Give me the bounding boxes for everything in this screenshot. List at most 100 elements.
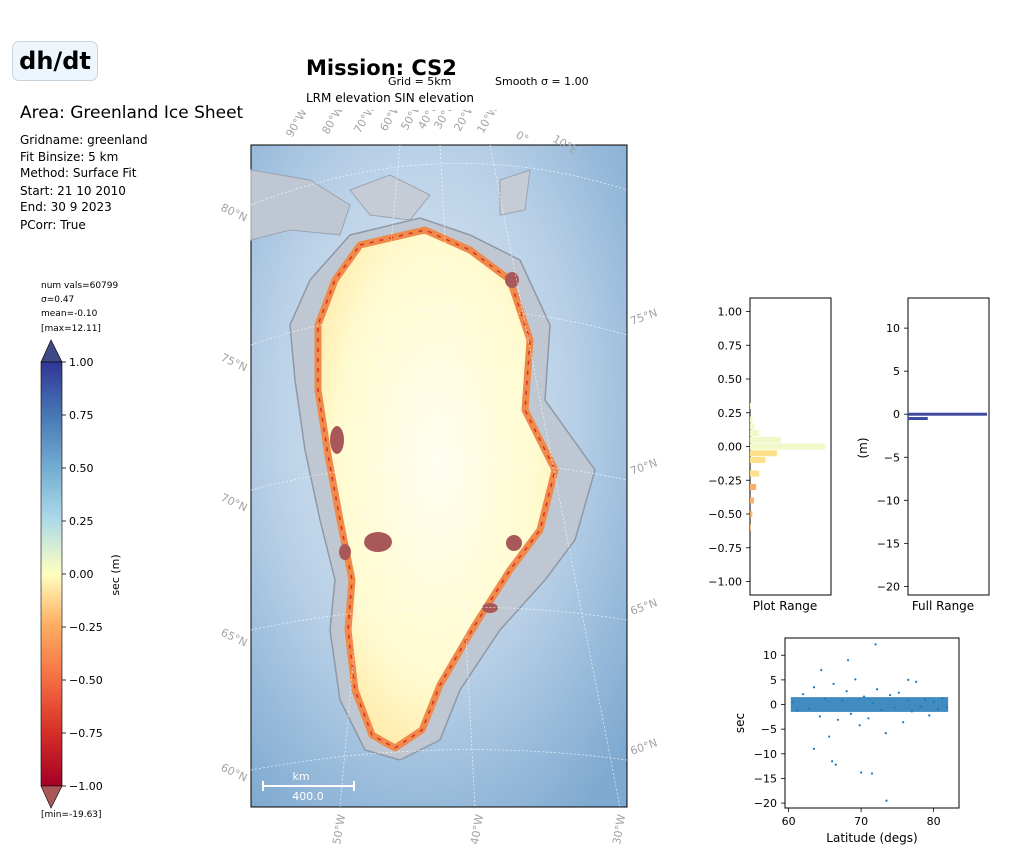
hist-plot-range-bar	[750, 403, 751, 409]
colorbar-tick-label: 0.00	[69, 568, 94, 581]
scatter-point	[836, 718, 840, 721]
hist-full-range-frame	[907, 297, 990, 596]
hist-plot-range-bar	[750, 430, 760, 436]
lon-label-top: 70°W	[351, 110, 378, 136]
scatter-xtick-label: 60	[782, 815, 796, 828]
hist-plot-range-bar	[750, 484, 757, 490]
hist-plot-range-bar	[750, 470, 760, 477]
hist-full-range: 10 5 0 −5 −10 −15 −20 (m) Full Range	[856, 297, 990, 613]
lat-label-left: 60°N	[219, 761, 250, 785]
scatter-plot: 10 5 0 −5 −10 −15 −20 60 70 80 sec Latitude (degs…	[733, 637, 960, 845]
mode-label: LRM elevation SIN elevation	[306, 91, 475, 105]
scatter-point	[796, 709, 799, 712]
scatter-point	[915, 680, 918, 683]
scatter-point	[845, 690, 848, 693]
ice-margin-thinning	[317, 229, 556, 749]
scatter-point	[849, 712, 853, 715]
hist-plot-range: 1.00 0.75 0.50 0.25 0.00 −0.25 −0.50 −0.75 −1.00…	[708, 297, 832, 613]
hist-plot-range-tick-label: −0.25	[708, 474, 742, 487]
scatter-xtick-label: 80	[927, 815, 941, 828]
scatter-point	[870, 772, 874, 775]
hist-plot-range-tick-label: 0.75	[718, 339, 743, 352]
colorbar-tick-label: 0.50	[69, 462, 94, 475]
glacier-loss-southwest	[339, 544, 351, 560]
scatter-xlabel: Latitude (degs)	[826, 831, 917, 845]
scatter-point	[802, 693, 805, 696]
scatter-ytick-label: 5	[770, 674, 777, 687]
scatter-point	[874, 643, 877, 646]
hist-plot-range-bar	[750, 423, 755, 430]
scatter-point	[841, 699, 844, 702]
scatter-point	[884, 732, 887, 735]
smooth-label: Smooth σ = 1.00	[495, 75, 589, 88]
hist-plot-range-bar	[750, 416, 753, 423]
scatter-point	[818, 715, 821, 718]
meta-gridname: Gridname: greenland	[20, 133, 148, 147]
scatter-ytick-label: −5	[761, 723, 777, 736]
scatter-point	[862, 695, 866, 698]
hist-plot-range-bar	[750, 457, 766, 463]
scatter-point	[941, 697, 944, 700]
lat-label-left: 80°N	[219, 201, 250, 225]
scatter-point	[885, 799, 888, 802]
scatter-ytick-label: 10	[763, 649, 777, 662]
scatter-point	[923, 698, 927, 701]
scatter-point	[897, 691, 900, 694]
graticule	[250, 144, 628, 808]
lat-label-right: 60°N	[629, 736, 660, 758]
hist-full-range-tick-label: 0	[893, 408, 900, 421]
lon-label-bottom: 50°W	[330, 813, 348, 845]
meta-binsize: Fit Binsize: 5 km	[20, 150, 119, 164]
scatter-point	[832, 682, 835, 685]
colorbar-tick-label: 0.25	[69, 515, 94, 528]
hist-plot-range-tick-label: −0.75	[708, 542, 742, 555]
area-title: Area: Greenland Ice Sheet	[20, 103, 244, 123]
lat-label-right: 75°N	[629, 306, 660, 328]
north-coast-land	[349, 174, 431, 221]
hist-plot-range-tick-label: −1.00	[708, 576, 742, 589]
scatter-point	[932, 700, 935, 703]
hist-plot-range-bar	[750, 524, 751, 531]
colorbar-tick-label: 1.00	[69, 356, 94, 369]
ellesmere-island	[250, 169, 351, 241]
scatter-point	[893, 706, 896, 709]
scatter-point	[906, 698, 909, 702]
lon-label-top: 90°W	[283, 110, 310, 140]
scatter-point	[936, 707, 940, 711]
colorbar-tick-label: −0.75	[69, 727, 103, 740]
scatter-point	[820, 668, 823, 672]
scatter-point	[823, 697, 826, 700]
scatter-point	[910, 710, 913, 713]
scatter-ytick-label: −10	[754, 748, 777, 761]
lat-label-left: 65°N	[219, 626, 250, 650]
glacier-loss-jakobshavn	[364, 532, 392, 552]
lat-label-left: 70°N	[219, 491, 250, 515]
lon-label-top: 0°	[514, 128, 531, 146]
glacier-loss-northeast	[505, 272, 519, 288]
grid-label: Grid = 5km	[388, 75, 452, 88]
meta-start: Start: 21 10 2010	[20, 184, 126, 198]
hist-plot-range-tick-label: 0.50	[718, 373, 743, 386]
scatter-point	[860, 771, 863, 774]
colorbar-tick-label: 0.75	[69, 409, 94, 422]
hist-plot-range-bar	[750, 443, 826, 450]
scatter-point	[867, 717, 870, 720]
meta-method: Method: Surface Fit	[20, 166, 137, 180]
stat-num-vals: num vals=60799	[41, 281, 119, 291]
hist-plot-range-tick-label: −0.50	[708, 508, 742, 521]
meta-pcorr: PCorr: True	[20, 218, 86, 232]
scatter-ylabel: sec	[733, 713, 747, 733]
hist-full-range-tick-label: −5	[884, 451, 900, 464]
scatter-ytick-label: 0	[770, 699, 777, 712]
scatter-ytick-label: −15	[754, 772, 777, 785]
scatter-point	[919, 705, 922, 708]
mission-title: Mission: CS2	[306, 56, 457, 80]
colorbar-gradient	[40, 361, 63, 787]
scatter-point	[875, 688, 879, 691]
hist-plot-range-tick-label: 0.00	[718, 441, 743, 454]
colorbar-tick-label: −1.00	[69, 780, 103, 793]
scatter-frame	[784, 637, 960, 809]
scatter-point	[846, 659, 850, 662]
hist-plot-range-xlabel: Plot Range	[753, 599, 817, 613]
greenland-map: 90°W 80°W 70°W 60°W50°W40°W30°W20°W10°W0° 10…	[219, 110, 660, 846]
